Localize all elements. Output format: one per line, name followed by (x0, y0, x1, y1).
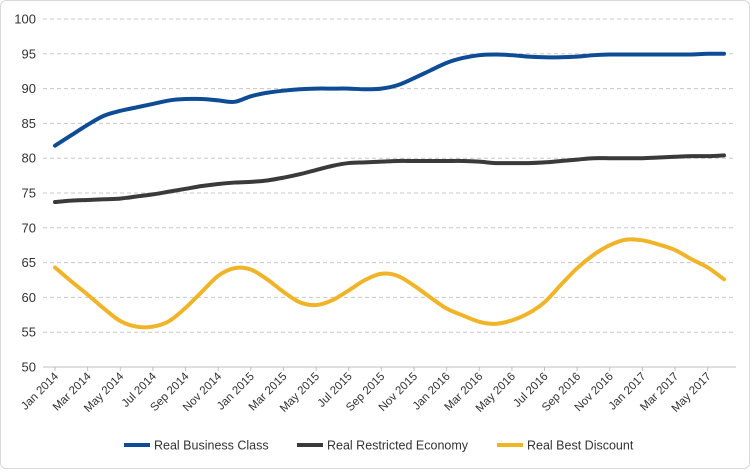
series-line-0 (53, 51, 726, 148)
series-line-1 (53, 153, 726, 205)
y-tick-label: 75 (22, 186, 36, 201)
series-line-2 (53, 237, 726, 330)
y-tick-label: 65 (22, 255, 36, 270)
y-tick-label: 95 (22, 46, 36, 61)
y-tick-label: 55 (22, 325, 36, 340)
y-tick-label: 80 (22, 151, 36, 166)
y-tick-label: 60 (22, 290, 36, 305)
y-axis: 50 55 60 65 70 75 80 85 90 95 100 (14, 12, 36, 375)
y-tick-label: 70 (22, 220, 36, 235)
legend: Real Business Class Real Restricted Econo… (124, 439, 634, 453)
legend-label: Real Business Class (154, 439, 269, 453)
gridlines (43, 18, 736, 368)
legend-label: Real Restricted Economy (327, 439, 469, 453)
y-tick-label: 100 (14, 12, 36, 27)
series-lines (53, 51, 726, 330)
y-tick-label: 90 (22, 81, 36, 96)
legend-label: Real Best Discount (527, 439, 634, 453)
y-tick-label: 85 (22, 116, 36, 131)
y-tick-label: 50 (22, 360, 36, 375)
